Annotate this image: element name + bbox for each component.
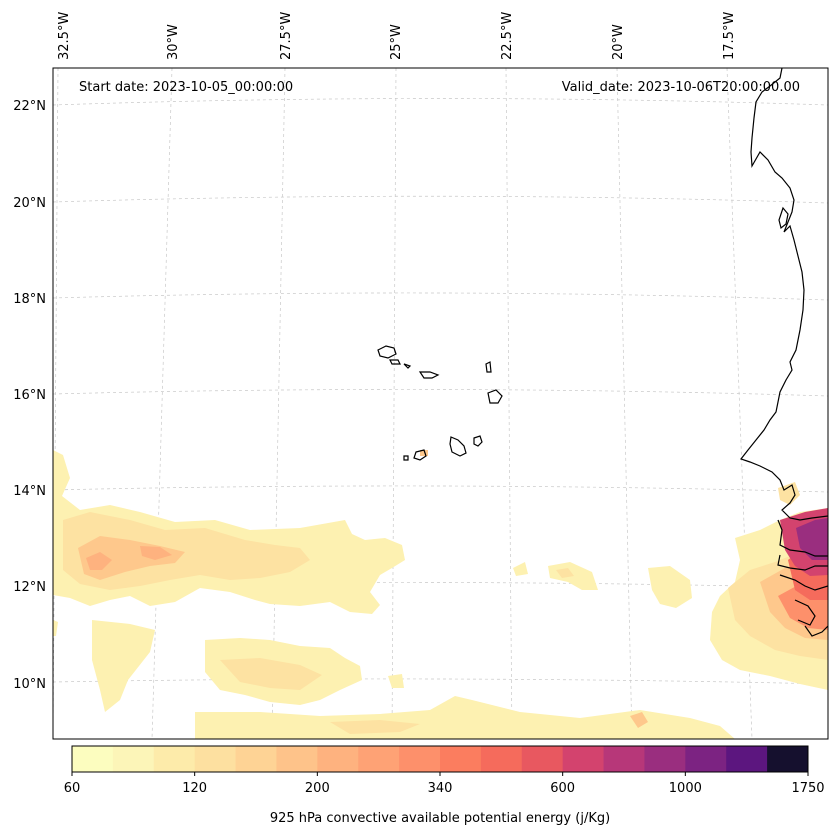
lat-label: 12°N: [13, 580, 46, 595]
colorbar-tick-label: 120: [182, 781, 207, 796]
colorbar-tick-label: 1750: [791, 781, 824, 796]
lat-label: 22°N: [13, 99, 46, 114]
colorbar-cell: [767, 746, 809, 772]
colorbar-label: 925 hPa convective available potential e…: [270, 811, 610, 826]
lon-label: 22.5°W: [500, 12, 515, 60]
map-area: [53, 68, 828, 739]
map-border: [52, 67, 829, 740]
lon-label: 27.5°W: [279, 12, 294, 60]
longitude-labels: 32.5°W 30°W 27.5°W 25°W 22.5°W 20°W 17.5…: [57, 12, 737, 60]
africa-coastline: [740, 68, 828, 521]
lat-label: 16°N: [13, 388, 46, 403]
colorbar-cell: [358, 746, 400, 772]
lon-label: 30°W: [166, 24, 181, 60]
lat-label: 10°N: [13, 677, 46, 692]
colorbar-cell: [603, 746, 645, 772]
lat-label: 20°N: [13, 196, 46, 211]
colorbar-cell: [644, 746, 686, 772]
colorbar-cell: [726, 746, 768, 772]
latitude-labels: 22°N 20°N 18°N 16°N 14°N 12°N 10°N: [13, 99, 46, 692]
start-date-label: Start date: 2023-10-05_00:00:00: [79, 80, 293, 95]
lat-label: 14°N: [13, 484, 46, 499]
lon-label: 25°W: [389, 24, 404, 60]
colorbar-cell: [685, 746, 727, 772]
colorbar-cell: [235, 746, 277, 772]
lon-label: 32.5°W: [57, 12, 72, 60]
colorbar-cell: [562, 746, 605, 772]
colorbar-cell: [112, 746, 155, 772]
lon-label: 20°W: [611, 24, 626, 60]
colorbar-cell: [521, 746, 564, 772]
colorbar-tick-label: 340: [428, 781, 453, 796]
colorbar-tick-label: 200: [305, 781, 330, 796]
colorbar-tick-label: 600: [550, 781, 575, 796]
colorbar-tick-label: 60: [64, 781, 81, 796]
valid-date-label: Valid_date: 2023-10-06T20:00:00.00: [562, 80, 800, 95]
lon-label: 17.5°W: [722, 12, 737, 60]
colorbar-cell: [440, 746, 482, 772]
lat-label: 18°N: [13, 292, 46, 307]
colorbar: [72, 746, 809, 772]
colorbar-tick-label: 1000: [669, 781, 702, 796]
coastlines: [377, 68, 828, 637]
colorbar-cell: [194, 746, 237, 772]
colorbar-ticks: 60 120 200 340 600 1000 1750: [64, 772, 825, 796]
colorbar-cell: [317, 746, 359, 772]
cape-verde-islands: [377, 345, 397, 359]
colorbar-cell: [399, 746, 441, 772]
colorbar-cell: [276, 746, 318, 772]
colorbar-cell: [153, 746, 196, 772]
cape-field: [53, 450, 828, 739]
colorbar-cell: [480, 746, 523, 772]
colorbar-cell: [72, 746, 114, 772]
